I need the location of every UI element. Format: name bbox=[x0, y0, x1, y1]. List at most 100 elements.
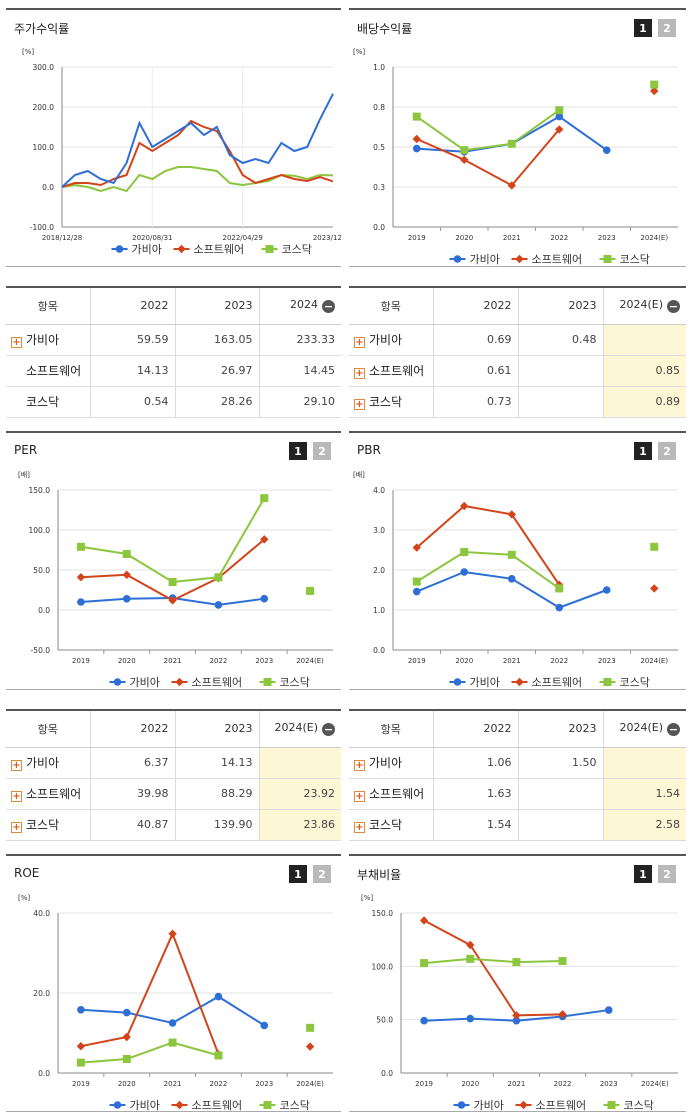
cell: 14.13 bbox=[175, 747, 260, 779]
pbr-panel: PBR 1 2 [배] 4.0 3.0 2.0 1.0 0.0 2019 2020 2021 20… bbox=[349, 431, 686, 691]
page-1-button[interactable]: 1 bbox=[289, 865, 307, 883]
table-row: +소프트웨어 14.13 26.97 14.45 bbox=[6, 355, 341, 387]
per-panel: PER 1 2 [배] 150.0 100.0 50.0 0.0 -50.0 2019 202… bbox=[6, 431, 341, 691]
cell: 59.59 bbox=[90, 324, 176, 356]
expand-icon[interactable]: + bbox=[354, 760, 365, 771]
expand-icon[interactable]: + bbox=[11, 337, 22, 348]
marker-square bbox=[412, 577, 421, 586]
panel-title: ROE bbox=[14, 866, 40, 880]
table-row: + 가비아 59.59 163.05 233.33 bbox=[6, 324, 341, 356]
page-2-button[interactable]: 2 bbox=[658, 442, 676, 460]
expand-icon[interactable]: + bbox=[354, 791, 365, 802]
dividend-chart: [%] 1.0 0.8 0.5 0.3 0.0 2019 2020 2021 2022 2023 20… bbox=[353, 48, 678, 266]
x-tick-label: 2022/04/29 bbox=[222, 234, 262, 242]
marker-diamond bbox=[305, 1042, 315, 1051]
cell: 0.48 bbox=[518, 324, 604, 356]
legend-label: 가비아 bbox=[130, 676, 160, 689]
marker-circle bbox=[260, 1021, 269, 1030]
cell: 0.69 bbox=[433, 324, 519, 356]
marker-diamond bbox=[168, 929, 177, 938]
expand-icon[interactable]: + bbox=[11, 791, 22, 802]
y-tick-label: 50.0 bbox=[33, 566, 50, 575]
page-2-button[interactable]: 2 bbox=[658, 19, 676, 37]
marker-square bbox=[420, 959, 429, 968]
x-tick-label: 2023/12/28 bbox=[313, 234, 341, 242]
marker-circle bbox=[512, 1016, 521, 1025]
series-line bbox=[416, 109, 560, 152]
cell: 23.86 bbox=[259, 809, 341, 841]
legend-label: 가비아 bbox=[474, 1099, 504, 1112]
marker-circle bbox=[214, 992, 223, 1001]
table-row: + 가비아 0.69 0.48 bbox=[349, 324, 686, 356]
expand-icon[interactable]: + bbox=[11, 760, 22, 771]
collapse-icon[interactable]: − bbox=[667, 300, 680, 314]
unit-label: [%] bbox=[22, 48, 34, 56]
header-2023: 2023 bbox=[518, 709, 604, 748]
marker-diamond bbox=[460, 155, 469, 164]
row-label: 코스닥 bbox=[369, 818, 403, 832]
table-row: + 코스닥 40.87 139.90 23.86 bbox=[6, 809, 341, 841]
legend-label: 소프트웨어 bbox=[192, 676, 243, 689]
y-tick-label: 50.0 bbox=[376, 1016, 393, 1025]
expand-icon[interactable]: + bbox=[354, 822, 365, 833]
page-2-button[interactable]: 2 bbox=[313, 442, 331, 460]
collapse-icon[interactable]: − bbox=[322, 723, 335, 737]
marker-square bbox=[466, 954, 475, 963]
cell: 1.50 bbox=[518, 747, 604, 779]
header-2024e: 2024(E) − bbox=[603, 286, 686, 325]
marker-circle bbox=[555, 603, 564, 612]
y-tick-label: 0.0 bbox=[381, 1069, 393, 1078]
series-line bbox=[61, 166, 334, 193]
cell: 233.33 bbox=[259, 324, 341, 356]
cell: 0.54 bbox=[90, 386, 176, 418]
row-label: 코스닥 bbox=[26, 395, 60, 409]
unit-label: [배] bbox=[353, 470, 365, 479]
expand-icon[interactable]: + bbox=[354, 337, 365, 348]
marker-circle bbox=[214, 601, 223, 609]
x-tick-label: 2020/08/31 bbox=[132, 234, 172, 242]
x-tick-label: 2019 bbox=[415, 1080, 433, 1088]
page-1-button[interactable]: 1 bbox=[634, 865, 652, 883]
page-2-button[interactable]: 2 bbox=[658, 865, 676, 883]
x-tick-label: 2020 bbox=[455, 657, 473, 665]
marker-square bbox=[263, 1101, 272, 1109]
expand-icon[interactable]: + bbox=[11, 822, 22, 833]
cell: 1.63 bbox=[433, 778, 519, 810]
y-tick-label: 4.0 bbox=[373, 486, 385, 495]
collapse-icon[interactable]: − bbox=[667, 723, 680, 737]
unit-label: [%] bbox=[361, 894, 373, 902]
x-tick-label: 2021 bbox=[503, 234, 521, 242]
cell bbox=[518, 386, 604, 418]
marker-circle bbox=[412, 144, 421, 153]
panel-bottom-border bbox=[6, 1111, 341, 1112]
cell: 26.97 bbox=[175, 355, 260, 387]
y-tick-label: 100.0 bbox=[29, 526, 51, 535]
header-2024e-label: 2024(E) bbox=[619, 721, 663, 735]
header-item: 항목 bbox=[6, 286, 91, 325]
marker-diamond bbox=[555, 125, 564, 134]
page-1-button[interactable]: 1 bbox=[634, 442, 652, 460]
unit-label: [%] bbox=[18, 894, 30, 902]
marker-circle bbox=[412, 587, 421, 596]
expand-icon[interactable]: + bbox=[354, 399, 365, 410]
y-tick-label: 150.0 bbox=[372, 909, 394, 918]
marker-diamond bbox=[177, 244, 186, 254]
marker-square bbox=[507, 139, 516, 148]
marker-diamond bbox=[412, 134, 421, 144]
page-1-button[interactable]: 1 bbox=[634, 19, 652, 37]
collapse-icon[interactable]: − bbox=[322, 300, 335, 314]
expand-icon[interactable]: + bbox=[354, 368, 365, 379]
row-label: 가비아 bbox=[369, 756, 403, 770]
legend-label: 가비아 bbox=[132, 243, 162, 256]
page-2-button[interactable]: 2 bbox=[313, 865, 331, 883]
pager: 1 2 bbox=[289, 865, 331, 883]
y-tick-label: 0.0 bbox=[42, 183, 54, 192]
legend-label: 코스닥 bbox=[280, 676, 310, 689]
x-tick-label: 2019 bbox=[408, 234, 426, 242]
page-1-button[interactable]: 1 bbox=[289, 442, 307, 460]
series-line bbox=[80, 931, 220, 1055]
x-tick-label: 2024(E) bbox=[296, 1080, 324, 1088]
cell: 0.89 bbox=[603, 386, 686, 418]
series-line bbox=[80, 497, 266, 584]
unit-label: [%] bbox=[353, 48, 365, 56]
